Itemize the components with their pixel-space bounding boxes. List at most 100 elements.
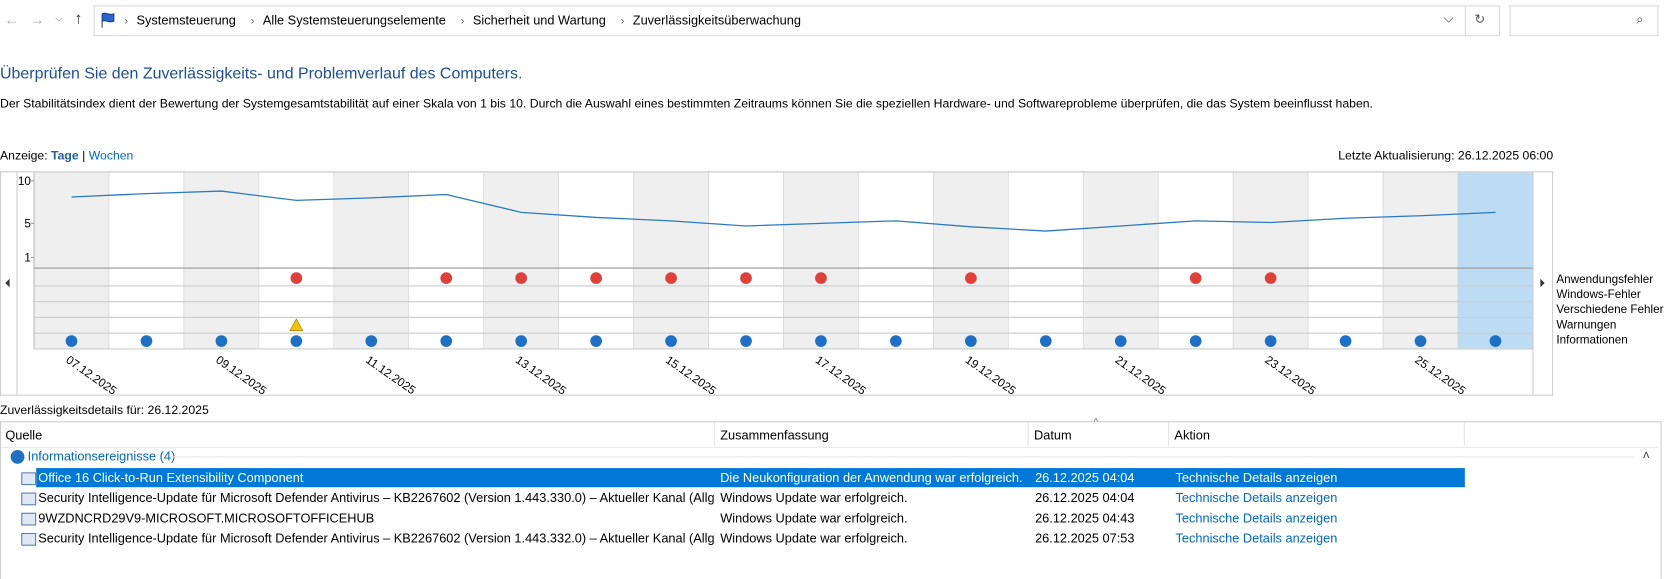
cell-text: 26.12.2025 04:04 xyxy=(1035,470,1135,486)
day-column[interactable] xyxy=(1008,172,1084,350)
crumb-separator: › xyxy=(124,15,129,28)
day-column[interactable] xyxy=(333,172,410,350)
group-line xyxy=(171,456,1634,458)
error-icon[interactable] xyxy=(290,272,303,284)
day-column[interactable] xyxy=(183,172,260,350)
info-icon[interactable] xyxy=(290,335,303,347)
info-icon[interactable] xyxy=(890,335,902,347)
info-icon[interactable] xyxy=(590,335,602,347)
day-column[interactable] xyxy=(783,172,859,350)
error-icon[interactable] xyxy=(964,272,977,284)
details-link[interactable]: Technische Details anzeigen xyxy=(1175,490,1338,506)
error-icon[interactable] xyxy=(515,272,528,284)
day-column[interactable] xyxy=(858,172,934,350)
error-icon[interactable] xyxy=(815,272,827,284)
day-column[interactable] xyxy=(1382,172,1459,350)
search-box[interactable]: ⌕ xyxy=(1509,5,1659,37)
group-header[interactable]: Informationsereignisse (4) xyxy=(27,448,176,464)
cell-text: 26.12.2025 07:53 xyxy=(1035,530,1135,546)
column-separator xyxy=(713,422,715,446)
column-separator xyxy=(1168,422,1170,446)
day-column[interactable] xyxy=(108,172,185,350)
info-icon[interactable] xyxy=(1489,335,1502,347)
event-row-label: Informationen xyxy=(1556,333,1627,346)
info-icon[interactable] xyxy=(1339,335,1352,347)
info-icon[interactable] xyxy=(1414,335,1427,347)
forward-button[interactable]: → xyxy=(29,10,45,28)
error-icon[interactable] xyxy=(590,272,602,284)
cell-text: Windows Update war erfolgreich. xyxy=(720,530,908,546)
event-row[interactable]: Security Intelligence-Update für Microso… xyxy=(1,488,1661,507)
event-row-label: Windows-Fehler xyxy=(1556,288,1641,301)
event-row[interactable]: Security Intelligence-Update für Microso… xyxy=(1,529,1661,548)
view-weeks[interactable]: Wochen xyxy=(88,149,134,163)
event-row[interactable]: 9WZDNCRD29V9-MICROSOFT.MICROSOFTOFFICEHU… xyxy=(1,508,1661,527)
column-separator xyxy=(1027,422,1029,446)
up-button[interactable]: ↑ xyxy=(74,9,83,28)
breadcrumb[interactable]: Sicherheit und Wartung xyxy=(472,12,606,28)
breadcrumb[interactable]: Alle Systemsteuerungselemente xyxy=(262,12,446,28)
day-column[interactable] xyxy=(1157,172,1234,350)
info-icon[interactable] xyxy=(1264,335,1277,347)
info-icon[interactable] xyxy=(515,335,528,347)
info-icon[interactable] xyxy=(964,335,977,347)
column-header[interactable]: Quelle xyxy=(5,427,43,443)
details-link[interactable]: Technische Details anzeigen xyxy=(1175,530,1338,546)
error-icon[interactable] xyxy=(740,272,752,284)
error-icon[interactable] xyxy=(1189,272,1202,284)
error-icon[interactable] xyxy=(1264,272,1277,284)
info-icon[interactable] xyxy=(665,335,677,347)
breadcrumbs: › Systemsteuerung › Alle Systemsteuerungsel… xyxy=(118,13,809,28)
day-column[interactable] xyxy=(1232,172,1309,350)
cell-text: Security Intelligence-Update für Microso… xyxy=(38,490,714,506)
day-column[interactable] xyxy=(483,172,559,350)
breadcrumb[interactable]: Systemsteuerung xyxy=(136,12,236,28)
address-bar[interactable]: › Systemsteuerung › Alle Systemsteuerungsel… xyxy=(93,5,1500,37)
error-icon[interactable] xyxy=(665,272,677,284)
day-column[interactable] xyxy=(708,172,784,350)
collapse-button[interactable]: ˄ xyxy=(1642,447,1650,463)
info-icon[interactable] xyxy=(1189,335,1202,347)
info-icon[interactable] xyxy=(140,335,153,347)
info-icon[interactable] xyxy=(1114,335,1127,347)
info-icon[interactable] xyxy=(815,335,827,347)
refresh-button[interactable]: ↻ xyxy=(1474,11,1486,27)
event-row[interactable]: Office 16 Click-to-Run Extensibility Com… xyxy=(1,468,1661,488)
stability-chart: 1 5 10 Anwendungsfehler Windows-Fehler Versch… xyxy=(0,171,1664,398)
cell-text: Windows Update war erfolgreich. xyxy=(720,490,908,506)
breadcrumb[interactable]: Zuverlässigkeitsüberwachung xyxy=(632,12,801,28)
y-tick-label: 5 xyxy=(24,218,31,231)
day-column[interactable] xyxy=(33,172,110,350)
info-icon[interactable] xyxy=(215,335,228,347)
scroll-left[interactable] xyxy=(5,278,10,288)
view-separator: | xyxy=(82,149,86,163)
details-link[interactable]: Technische Details anzeigen xyxy=(1175,470,1338,486)
day-column[interactable] xyxy=(933,172,1009,350)
day-column[interactable] xyxy=(633,172,709,350)
info-icon[interactable] xyxy=(65,335,78,347)
error-icon[interactable] xyxy=(440,272,453,284)
description: Der Stabilitätsindex dient der Bewertung… xyxy=(0,97,1373,111)
day-column[interactable] xyxy=(1307,172,1384,350)
scroll-right[interactable] xyxy=(1540,278,1545,288)
sort-indicator: ^ xyxy=(1093,415,1099,427)
info-icon[interactable] xyxy=(365,335,378,347)
back-button[interactable]: ← xyxy=(4,10,20,28)
column-header[interactable]: Aktion xyxy=(1174,427,1210,443)
day-column[interactable] xyxy=(1457,172,1534,350)
dropdown-button[interactable]: ⌵ xyxy=(1443,10,1454,26)
column-header[interactable]: Zusammenfassung xyxy=(720,427,829,443)
day-column[interactable] xyxy=(558,172,634,350)
heading: Überprüfen Sie den Zuverlässigkeits- und… xyxy=(0,64,523,83)
history-button[interactable]: ⌵ xyxy=(55,12,63,24)
info-icon[interactable] xyxy=(740,335,752,347)
info-icon[interactable] xyxy=(1039,335,1052,347)
day-column[interactable] xyxy=(1082,172,1159,350)
day-column[interactable] xyxy=(408,172,485,350)
column-header[interactable]: Datum xyxy=(1034,427,1072,443)
details-link[interactable]: Technische Details anzeigen xyxy=(1175,510,1338,526)
crumb-separator: › xyxy=(620,15,625,28)
view-days[interactable]: Tage xyxy=(51,149,79,163)
event-row-label: Verschiedene Fehler xyxy=(1556,303,1663,316)
info-icon[interactable] xyxy=(440,335,453,347)
